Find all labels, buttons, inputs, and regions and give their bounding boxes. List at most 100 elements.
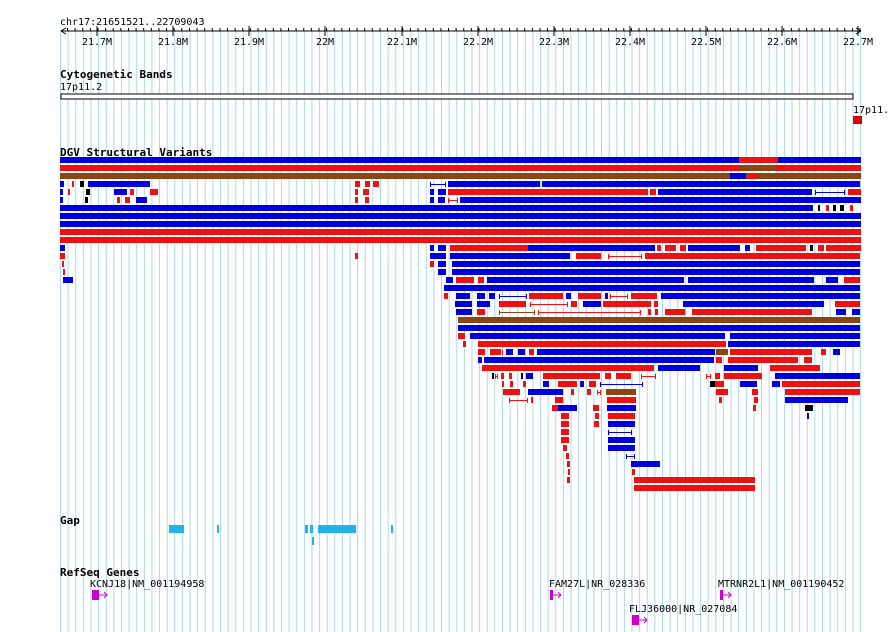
dgv-variant[interactable] bbox=[60, 253, 65, 259]
dgv-variant[interactable] bbox=[430, 197, 434, 203]
dgv-variant[interactable] bbox=[60, 213, 861, 219]
dgv-variant[interactable] bbox=[501, 373, 504, 379]
dgv-variant[interactable] bbox=[510, 381, 513, 387]
dgv-variant[interactable] bbox=[710, 381, 716, 387]
dgv-variant[interactable] bbox=[63, 277, 73, 283]
dgv-variant[interactable] bbox=[460, 197, 861, 203]
dgv-variant[interactable] bbox=[489, 293, 495, 299]
dgv-variant[interactable] bbox=[60, 165, 861, 171]
dgv-variant[interactable] bbox=[114, 189, 127, 195]
dgv-variant[interactable] bbox=[60, 245, 65, 251]
dgv-variant[interactable] bbox=[589, 381, 596, 387]
dgv-variant[interactable] bbox=[60, 221, 861, 227]
dgv-variant[interactable] bbox=[655, 309, 658, 315]
dgv-variant[interactable] bbox=[756, 245, 806, 251]
dgv-variant[interactable] bbox=[571, 301, 577, 307]
dgv-variant[interactable] bbox=[446, 277, 453, 283]
dgv-variant[interactable] bbox=[499, 301, 526, 307]
dgv-variant[interactable] bbox=[561, 413, 569, 419]
gap-features[interactable] bbox=[169, 525, 393, 545]
dgv-variant[interactable] bbox=[86, 189, 90, 195]
dgv-variant[interactable] bbox=[355, 181, 360, 187]
dgv-variant[interactable] bbox=[482, 365, 654, 371]
dgv-variant[interactable] bbox=[826, 245, 861, 251]
dgv-variant[interactable] bbox=[477, 309, 485, 315]
dgv-variant[interactable] bbox=[60, 173, 861, 179]
dgv-variant[interactable] bbox=[72, 181, 74, 187]
dgv-variant[interactable] bbox=[740, 381, 757, 387]
dgv-variant[interactable] bbox=[730, 333, 860, 339]
dgv-variant[interactable] bbox=[477, 301, 490, 307]
dgv-variant[interactable] bbox=[752, 389, 758, 395]
dgv-variant[interactable] bbox=[68, 189, 70, 195]
dgv-variant[interactable] bbox=[529, 349, 534, 355]
dgv-variant[interactable] bbox=[60, 237, 861, 243]
refseq-gene[interactable]: FLJ36000|NR_027084 bbox=[629, 604, 737, 625]
dgv-variant[interactable] bbox=[688, 277, 814, 283]
dgv-variant[interactable] bbox=[785, 397, 848, 403]
dgv-variant[interactable] bbox=[753, 405, 756, 411]
dgv-variant[interactable] bbox=[521, 373, 523, 379]
dgv-variant[interactable] bbox=[692, 309, 812, 315]
dgv-variant[interactable] bbox=[355, 189, 358, 195]
dgv-variant[interactable] bbox=[605, 293, 608, 299]
dgv-variant[interactable] bbox=[518, 349, 525, 355]
dgv-variant[interactable] bbox=[543, 381, 549, 387]
dgv-variant[interactable] bbox=[503, 389, 520, 395]
dgv-variant[interactable] bbox=[833, 349, 840, 355]
dgv-variant[interactable] bbox=[487, 277, 684, 283]
dgv-variant[interactable] bbox=[458, 333, 465, 339]
dgv-variant[interactable] bbox=[62, 261, 64, 267]
dgv-variant[interactable] bbox=[650, 189, 656, 195]
refseq-gene[interactable]: MTRNR2L1|NM_001190452 bbox=[718, 579, 844, 600]
dgv-variant[interactable] bbox=[363, 189, 369, 195]
dgv-variant[interactable] bbox=[813, 205, 861, 211]
dgv-variant[interactable] bbox=[775, 373, 860, 379]
dgv-variant[interactable] bbox=[450, 253, 570, 259]
dgv-variant[interactable] bbox=[810, 245, 813, 251]
dgv-variant[interactable] bbox=[492, 373, 494, 379]
dgv-variant[interactable] bbox=[484, 357, 714, 363]
dgv-variant[interactable] bbox=[833, 205, 836, 211]
dgv-variant[interactable] bbox=[438, 261, 446, 267]
dgv-variant[interactable] bbox=[607, 405, 636, 411]
dgv-variant[interactable] bbox=[607, 397, 636, 403]
gap-region[interactable] bbox=[217, 525, 219, 533]
dgv-variant[interactable] bbox=[745, 245, 750, 251]
dgv-variant[interactable] bbox=[657, 245, 661, 251]
dgv-variant[interactable] bbox=[616, 373, 631, 379]
dgv-variant[interactable] bbox=[688, 245, 740, 251]
dgv-variant[interactable] bbox=[719, 397, 722, 403]
dgv-variant[interactable] bbox=[531, 397, 533, 403]
dgv-variant[interactable] bbox=[444, 293, 448, 299]
dgv-variant[interactable] bbox=[730, 173, 746, 179]
dgv-variant[interactable] bbox=[724, 373, 762, 379]
dgv-variant[interactable] bbox=[478, 357, 482, 363]
dgv-variant[interactable] bbox=[739, 157, 778, 163]
dgv-variant[interactable] bbox=[555, 397, 563, 403]
dgv-variant[interactable] bbox=[456, 293, 470, 299]
dgv-variant[interactable] bbox=[136, 197, 147, 203]
refseq-genes[interactable]: KCNJ18|NM_001194958 FAM27L|NR_028336 FLJ36… bbox=[90, 579, 844, 625]
dgv-variant[interactable] bbox=[365, 197, 369, 203]
dgv-variant[interactable] bbox=[537, 349, 715, 355]
dgv-variant[interactable] bbox=[60, 189, 63, 195]
dgv-variant[interactable] bbox=[724, 365, 758, 371]
dgv-variant[interactable] bbox=[502, 381, 504, 387]
dgv-variant[interactable] bbox=[444, 285, 860, 291]
dgv-variant[interactable] bbox=[456, 309, 472, 315]
dgv-variant[interactable] bbox=[785, 389, 860, 395]
gap-region[interactable] bbox=[305, 525, 308, 533]
dgv-variant[interactable] bbox=[458, 317, 860, 323]
dgv-variant[interactable] bbox=[587, 389, 591, 395]
dgv-variant[interactable] bbox=[818, 245, 824, 251]
dgv-variant[interactable] bbox=[728, 357, 798, 363]
dgv-variant[interactable] bbox=[645, 253, 860, 259]
dgv-variant[interactable] bbox=[526, 373, 533, 379]
gap-region[interactable] bbox=[391, 525, 393, 533]
dgv-variant[interactable] bbox=[85, 197, 88, 203]
dgv-variant[interactable] bbox=[523, 381, 526, 387]
dgv-variant[interactable] bbox=[658, 189, 812, 195]
refseq-gene[interactable]: KCNJ18|NM_001194958 bbox=[90, 579, 204, 600]
dgv-variant[interactable] bbox=[365, 181, 370, 187]
